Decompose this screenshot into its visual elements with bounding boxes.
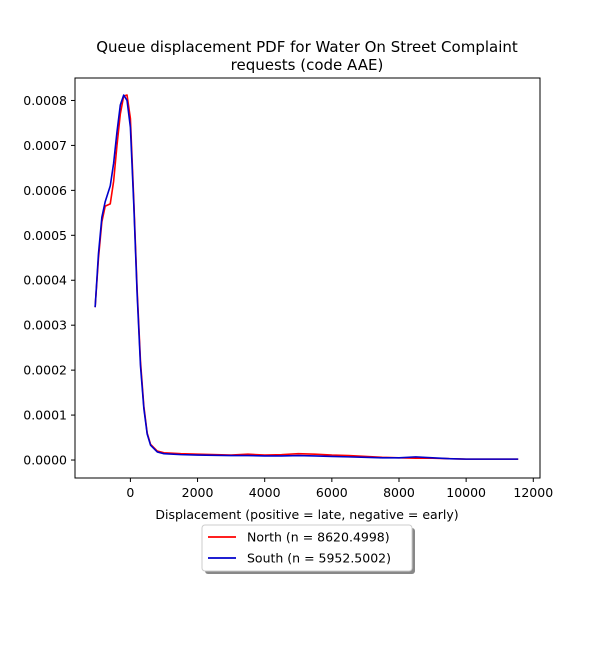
x-tick-label: 0 — [126, 485, 134, 500]
y-tick-label: 0.0003 — [23, 318, 67, 333]
chart-title-line-1: Queue displacement PDF for Water On Stre… — [96, 38, 518, 56]
y-tick-label: 0.0004 — [23, 273, 67, 288]
x-tick-label: 8000 — [383, 485, 415, 500]
plot-lines — [94, 94, 519, 460]
x-tick-label: 12000 — [513, 485, 553, 500]
y-tick-label: 0.0002 — [23, 363, 67, 378]
x-tick-label: 10000 — [446, 485, 486, 500]
series-line-north — [94, 94, 519, 460]
x-axis: 0 2000 4000 6000 8000 10000 12000 — [126, 478, 553, 500]
plot-frame — [74, 77, 541, 479]
y-tick-label: 0.0005 — [23, 228, 67, 243]
x-tick-label: 6000 — [316, 485, 348, 500]
legend-label-south: South (n = 5952.5002) — [247, 551, 391, 566]
y-tick-label: 0.0008 — [23, 93, 67, 108]
legend: North (n = 8620.4998) South (n = 5952.50… — [201, 524, 415, 574]
legend-label-north: North (n = 8620.4998) — [247, 530, 390, 545]
legend-box — [201, 524, 413, 572]
y-tick-label: 0.0007 — [23, 138, 67, 153]
x-tick-label: 2000 — [182, 485, 214, 500]
y-tick-label: 0.0001 — [23, 408, 67, 423]
y-tick-label: 0.0006 — [23, 183, 67, 198]
chart-title-line-2: requests (code AAE) — [231, 56, 384, 74]
x-axis-label: Displacement (positive = late, negative … — [155, 507, 458, 522]
series-line-south — [94, 94, 519, 460]
y-tick-label: 0.0000 — [23, 453, 67, 468]
x-tick-label: 4000 — [249, 485, 281, 500]
y-axis: 0.0000 0.0001 0.0002 0.0003 0.0004 0.0005 0.00… — [23, 93, 75, 468]
